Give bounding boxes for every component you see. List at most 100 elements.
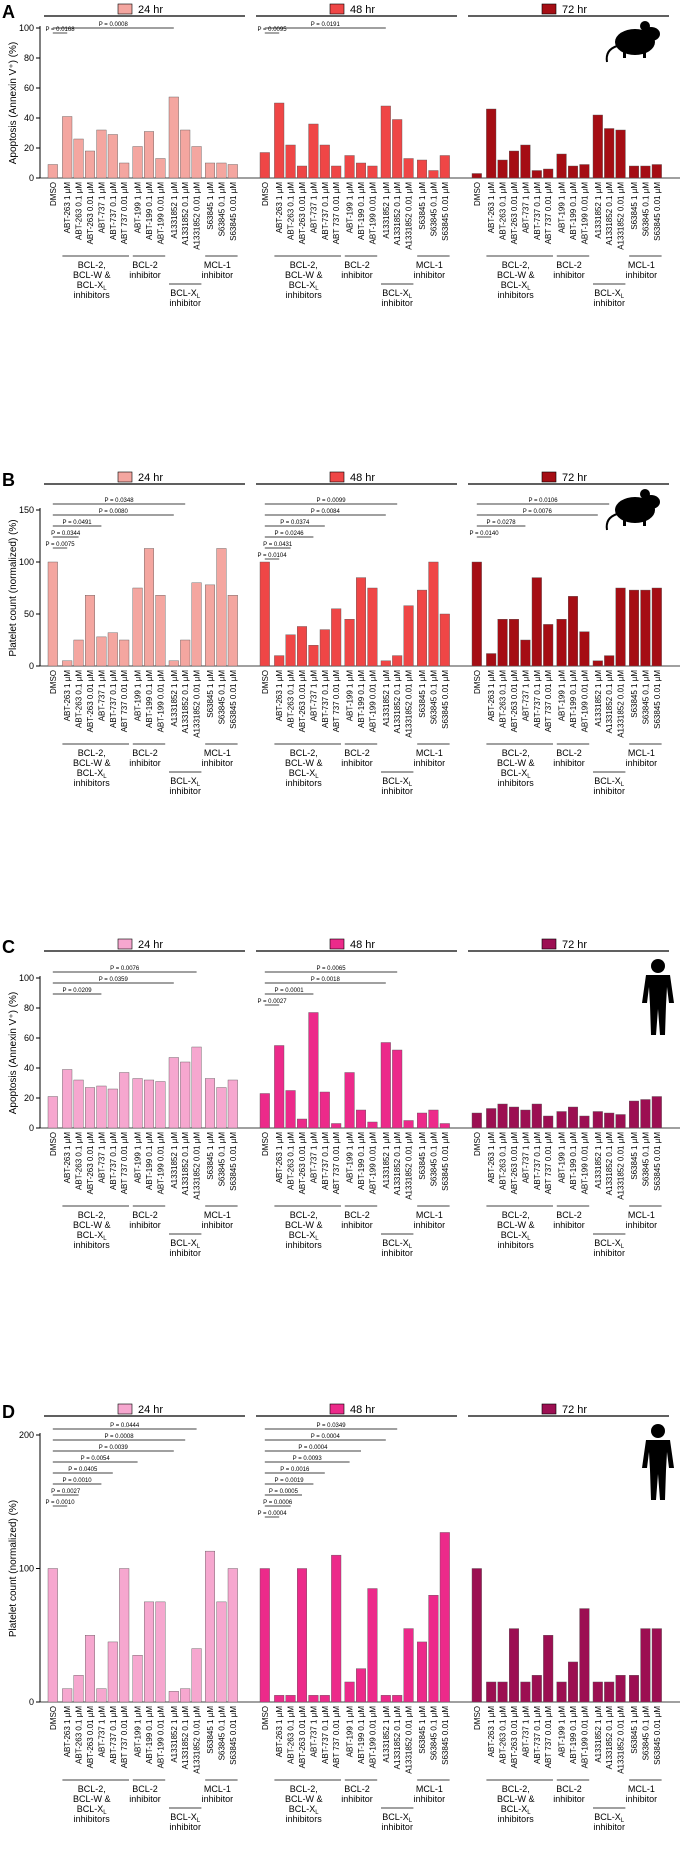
bar bbox=[227, 1568, 238, 1703]
condition-label: ABT-263 0.1 µM bbox=[75, 182, 84, 240]
condition-label: A1331852 0.1 µM bbox=[393, 1706, 402, 1770]
mouse-leg bbox=[643, 52, 646, 58]
condition-label: ABT-263 0.1 µM bbox=[499, 1706, 508, 1764]
condition-label: A1331852 1 µM bbox=[594, 670, 603, 727]
p-value-label: P = 0.0444 bbox=[110, 1423, 140, 1429]
p-value-label: P = 0.0004 bbox=[257, 1511, 287, 1517]
class-label: BCL-W & bbox=[73, 270, 111, 280]
class-label: BCL-W & bbox=[497, 270, 535, 280]
class-label: inhibitor bbox=[129, 1794, 161, 1804]
class-label: inhibitor bbox=[414, 1220, 446, 1230]
condition-label: ABT 737 0.01 µM bbox=[544, 1132, 553, 1195]
condition-label: ABT-263 0.01 µM bbox=[510, 182, 519, 245]
class-label: inhibitors bbox=[498, 1814, 535, 1824]
bar bbox=[640, 165, 651, 179]
bar bbox=[155, 595, 166, 667]
class-label: BCL-XL bbox=[594, 1238, 625, 1250]
condition-label: ABT-199 1 µM bbox=[134, 1132, 143, 1184]
class-label: inhibitor bbox=[129, 270, 161, 280]
condition-label: ABT-199 0.1 µM bbox=[569, 182, 578, 240]
bar bbox=[497, 619, 508, 667]
condition-label: ABT-737 0.1 µM bbox=[109, 1132, 118, 1190]
class-label: inhibitor bbox=[381, 1248, 413, 1258]
bar bbox=[227, 164, 238, 179]
bar bbox=[403, 605, 414, 667]
bar bbox=[651, 164, 662, 179]
condition-label: ABT-263 1 µM bbox=[487, 670, 496, 722]
bar bbox=[259, 1568, 270, 1703]
condition-label: DMSO bbox=[49, 182, 58, 206]
bar bbox=[204, 1078, 215, 1129]
condition-label: ABT-737 1 µM bbox=[97, 1706, 106, 1758]
bar bbox=[227, 595, 238, 667]
class-label: inhibitor bbox=[169, 298, 201, 308]
class-label: inhibitor bbox=[202, 1794, 234, 1804]
bar bbox=[615, 1675, 626, 1703]
bar bbox=[180, 1061, 191, 1129]
bar bbox=[216, 1601, 227, 1703]
class-label: BCL-2, bbox=[290, 748, 318, 758]
bar bbox=[417, 1112, 428, 1129]
y-tick-label: 100 bbox=[19, 557, 34, 567]
condition-label: ABT-199 0.01 µM bbox=[156, 1706, 165, 1769]
condition-label: DMSO bbox=[473, 1132, 482, 1156]
p-value-label: P = 0.0344 bbox=[51, 531, 81, 537]
condition-label: ABT-263 1 µM bbox=[275, 182, 284, 234]
bar bbox=[331, 165, 342, 179]
bar bbox=[651, 1628, 662, 1703]
bar bbox=[297, 1118, 308, 1129]
class-label: MCL-1 bbox=[204, 260, 231, 270]
condition-label: A1331852 0.1 µM bbox=[181, 1706, 190, 1770]
class-label: BCL-2 bbox=[344, 748, 370, 758]
p-value-label: P = 0.0168 bbox=[45, 27, 75, 33]
human-silhouette-icon bbox=[642, 1424, 674, 1500]
condition-label: ABT-737 1 µM bbox=[521, 1132, 530, 1184]
bar bbox=[520, 1681, 531, 1703]
legend-label: 24 hr bbox=[138, 939, 163, 951]
bar bbox=[155, 1601, 166, 1703]
bar bbox=[204, 1550, 215, 1703]
condition-label: ABT 737 0.01 µM bbox=[332, 182, 341, 245]
bar bbox=[107, 134, 118, 179]
bar bbox=[259, 561, 270, 667]
mouse-tail bbox=[605, 513, 618, 531]
y-tick-label: 150 bbox=[19, 505, 34, 515]
condition-label: S63845 1 µM bbox=[630, 670, 639, 718]
y-tick-label: 60 bbox=[24, 1033, 34, 1043]
bar bbox=[259, 1093, 270, 1129]
bar bbox=[180, 1688, 191, 1703]
bar bbox=[543, 624, 554, 667]
bar bbox=[308, 1695, 319, 1703]
condition-label: ABT-199 0.1 µM bbox=[569, 1706, 578, 1764]
bar bbox=[520, 1109, 531, 1129]
class-label: inhibitor bbox=[593, 1822, 625, 1832]
condition-label: A1331852 0.01 µM bbox=[405, 1132, 414, 1200]
class-label: BCL-2, bbox=[78, 1210, 106, 1220]
condition-label: ABT-199 0.1 µM bbox=[357, 670, 366, 728]
bar bbox=[543, 168, 554, 179]
condition-label: ABT-263 1 µM bbox=[487, 1706, 496, 1758]
class-label: BCL-XL bbox=[594, 776, 625, 788]
bar bbox=[640, 1628, 651, 1703]
panel-letter: C bbox=[2, 937, 15, 957]
legend-swatch bbox=[541, 1403, 557, 1415]
mouse-icon bbox=[605, 489, 660, 531]
legend-label: 48 hr bbox=[350, 1404, 375, 1416]
class-label: inhibitor bbox=[202, 1220, 234, 1230]
bar bbox=[96, 1688, 107, 1703]
legend-label: 24 hr bbox=[138, 1404, 163, 1416]
legend-label: 72 hr bbox=[562, 939, 587, 951]
condition-label: ABT-199 1 µM bbox=[134, 670, 143, 722]
condition-label: ABT-199 0.1 µM bbox=[357, 182, 366, 240]
bar bbox=[439, 155, 450, 179]
bar bbox=[96, 129, 107, 179]
condition-label: A1331852 1 µM bbox=[170, 1706, 179, 1763]
condition-label: ABT-199 0.01 µM bbox=[368, 1706, 377, 1769]
bar bbox=[428, 1594, 439, 1703]
condition-label: ABT-199 1 µM bbox=[346, 1706, 355, 1758]
bar bbox=[191, 1046, 202, 1129]
p-value-label: P = 0.0005 bbox=[269, 1489, 299, 1495]
class-label: inhibitors bbox=[286, 290, 323, 300]
bar bbox=[629, 165, 640, 179]
condition-label: A1331852 0.1 µM bbox=[605, 1132, 614, 1196]
